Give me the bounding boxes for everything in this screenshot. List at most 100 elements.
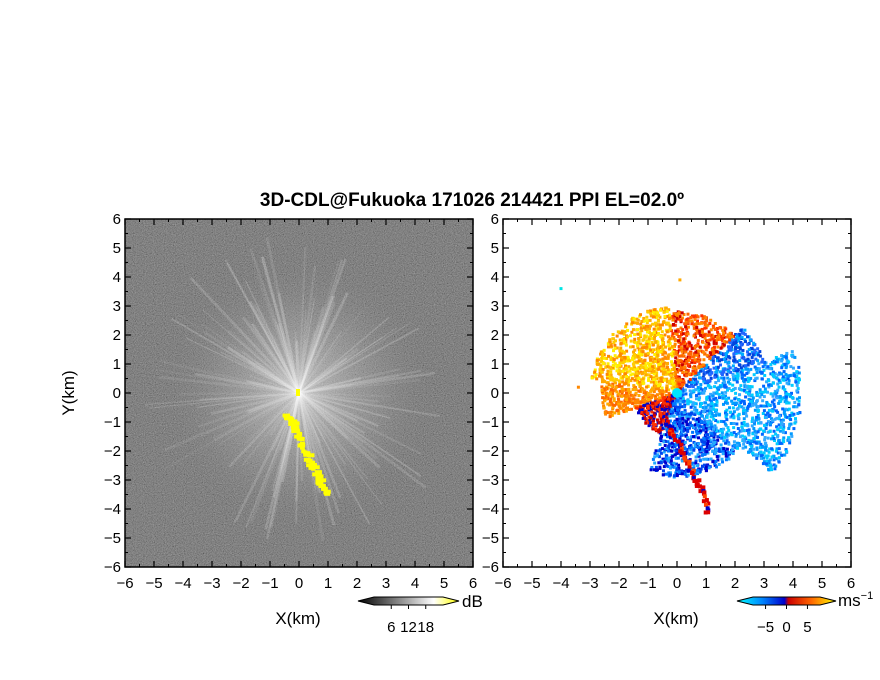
velocity-pixel — [683, 362, 687, 366]
velocity-pixel — [781, 427, 785, 431]
velocity-pixel — [734, 434, 738, 438]
velocity-pixel — [734, 346, 738, 350]
velocity-pixel — [624, 409, 628, 413]
velocity-pixel — [642, 404, 646, 408]
velocity-pixel — [665, 377, 669, 381]
velocity-pixel — [696, 420, 700, 424]
velocity-pixel — [666, 449, 670, 453]
velocity-pixel — [633, 333, 637, 337]
velocity-pixel — [735, 407, 739, 411]
velocity-pixel — [618, 353, 622, 357]
velocity-pixel — [673, 424, 677, 428]
velocity-pixel — [699, 420, 703, 424]
velocity-pixel — [705, 433, 709, 437]
velocity-pixel — [686, 451, 690, 455]
velocity-pixel — [602, 348, 606, 352]
velocity-pixel — [695, 408, 699, 412]
velocity-pixel — [731, 449, 735, 453]
velocity-pixel — [649, 380, 653, 384]
velocity-pixel — [713, 432, 717, 436]
velocity-pixel — [632, 367, 636, 371]
velocity-pixel — [688, 458, 692, 462]
velocity-pixel — [714, 402, 718, 406]
reflectivity-yellow-pixel — [318, 478, 327, 483]
velocity-pixel — [652, 337, 656, 341]
velocity-pixel — [631, 358, 635, 362]
velocity-pixel — [637, 380, 641, 384]
velocity-pixel — [765, 449, 769, 453]
velocity-pixel — [658, 323, 662, 327]
velocity-pixel — [638, 408, 642, 412]
velocity-pixel — [705, 445, 709, 449]
reflectivity-colorbar-bar — [357, 596, 460, 606]
velocity-pixel — [761, 399, 765, 403]
velocity-pixel — [732, 443, 736, 447]
velocity-pixel — [702, 315, 706, 319]
reflectivity-fan-ray — [298, 330, 343, 394]
velocity-pixel — [612, 340, 616, 344]
velocity-pixel — [753, 408, 757, 412]
velocity-pixel — [703, 336, 707, 340]
velocity-pixel — [609, 344, 613, 348]
velocity-pixel — [784, 449, 788, 453]
velocity-pixel — [744, 364, 748, 368]
velocity-pixel — [725, 418, 729, 422]
velocity-pixel — [687, 452, 691, 456]
velocity-pixel — [639, 370, 643, 374]
reflectivity-fan-ray — [203, 331, 300, 395]
velocity-pixel — [705, 450, 709, 454]
velocity-pixel — [676, 451, 680, 455]
velocity-pixel — [653, 451, 657, 455]
velocity-pixel — [605, 372, 609, 376]
reflectivity-fan-ray — [252, 328, 300, 394]
velocity-pixel — [723, 422, 727, 426]
velocity-pixel — [653, 384, 657, 388]
velocity-pixel — [763, 387, 767, 391]
velocity-pixel — [665, 380, 669, 384]
velocity-pixel — [617, 402, 621, 406]
velocity-pixel — [665, 309, 669, 313]
velocity-pixel — [746, 350, 750, 354]
velocity-pixel — [675, 429, 679, 433]
reflectivity-fan-ray — [227, 329, 300, 395]
velocity-pixel — [739, 401, 743, 405]
velocity-ytick-label: −5 — [482, 530, 499, 547]
velocity-pixel — [692, 447, 696, 451]
velocity-pixel — [776, 451, 780, 455]
velocity-pixel — [768, 367, 772, 371]
velocity-pixel — [729, 370, 733, 374]
velocity-pixel — [618, 363, 622, 367]
velocity-pixel — [716, 356, 720, 360]
velocity-pixel — [683, 365, 687, 369]
velocity-pixel — [654, 465, 658, 469]
velocity-pixel — [704, 401, 708, 405]
velocity-pixel — [667, 397, 671, 401]
reflectivity-fan-ray — [298, 339, 307, 394]
velocity-pixel — [661, 357, 665, 361]
velocity-pixel — [614, 378, 618, 382]
velocity-pixel — [661, 411, 665, 415]
reflectivity-ytick-label: −4 — [104, 501, 121, 518]
velocity-pixel — [770, 447, 774, 451]
velocity-pixel — [629, 379, 633, 383]
velocity-pixel — [665, 321, 669, 325]
velocity-pixel — [774, 409, 778, 413]
velocity-pixel — [682, 313, 686, 317]
velocity-pixel — [761, 462, 765, 466]
velocity-pixel — [708, 409, 712, 413]
velocity-pixel — [639, 400, 643, 404]
velocity-pixel — [754, 367, 758, 371]
velocity-pixel — [660, 386, 664, 390]
velocity-track-pixel — [691, 476, 696, 481]
velocity-pixel — [713, 349, 717, 353]
velocity-pixel — [700, 414, 704, 418]
reflectivity-fan-ray — [273, 318, 300, 394]
reflectivity-yellow-echo — [282, 389, 331, 496]
velocity-pixel — [660, 379, 664, 383]
velocity-pixel — [731, 339, 735, 343]
velocity-pixel — [798, 378, 802, 382]
velocity-ytick-label: 6 — [491, 211, 499, 228]
velocity-pixel — [652, 416, 656, 420]
velocity-pixel — [786, 377, 790, 381]
velocity-pixel — [654, 427, 658, 431]
